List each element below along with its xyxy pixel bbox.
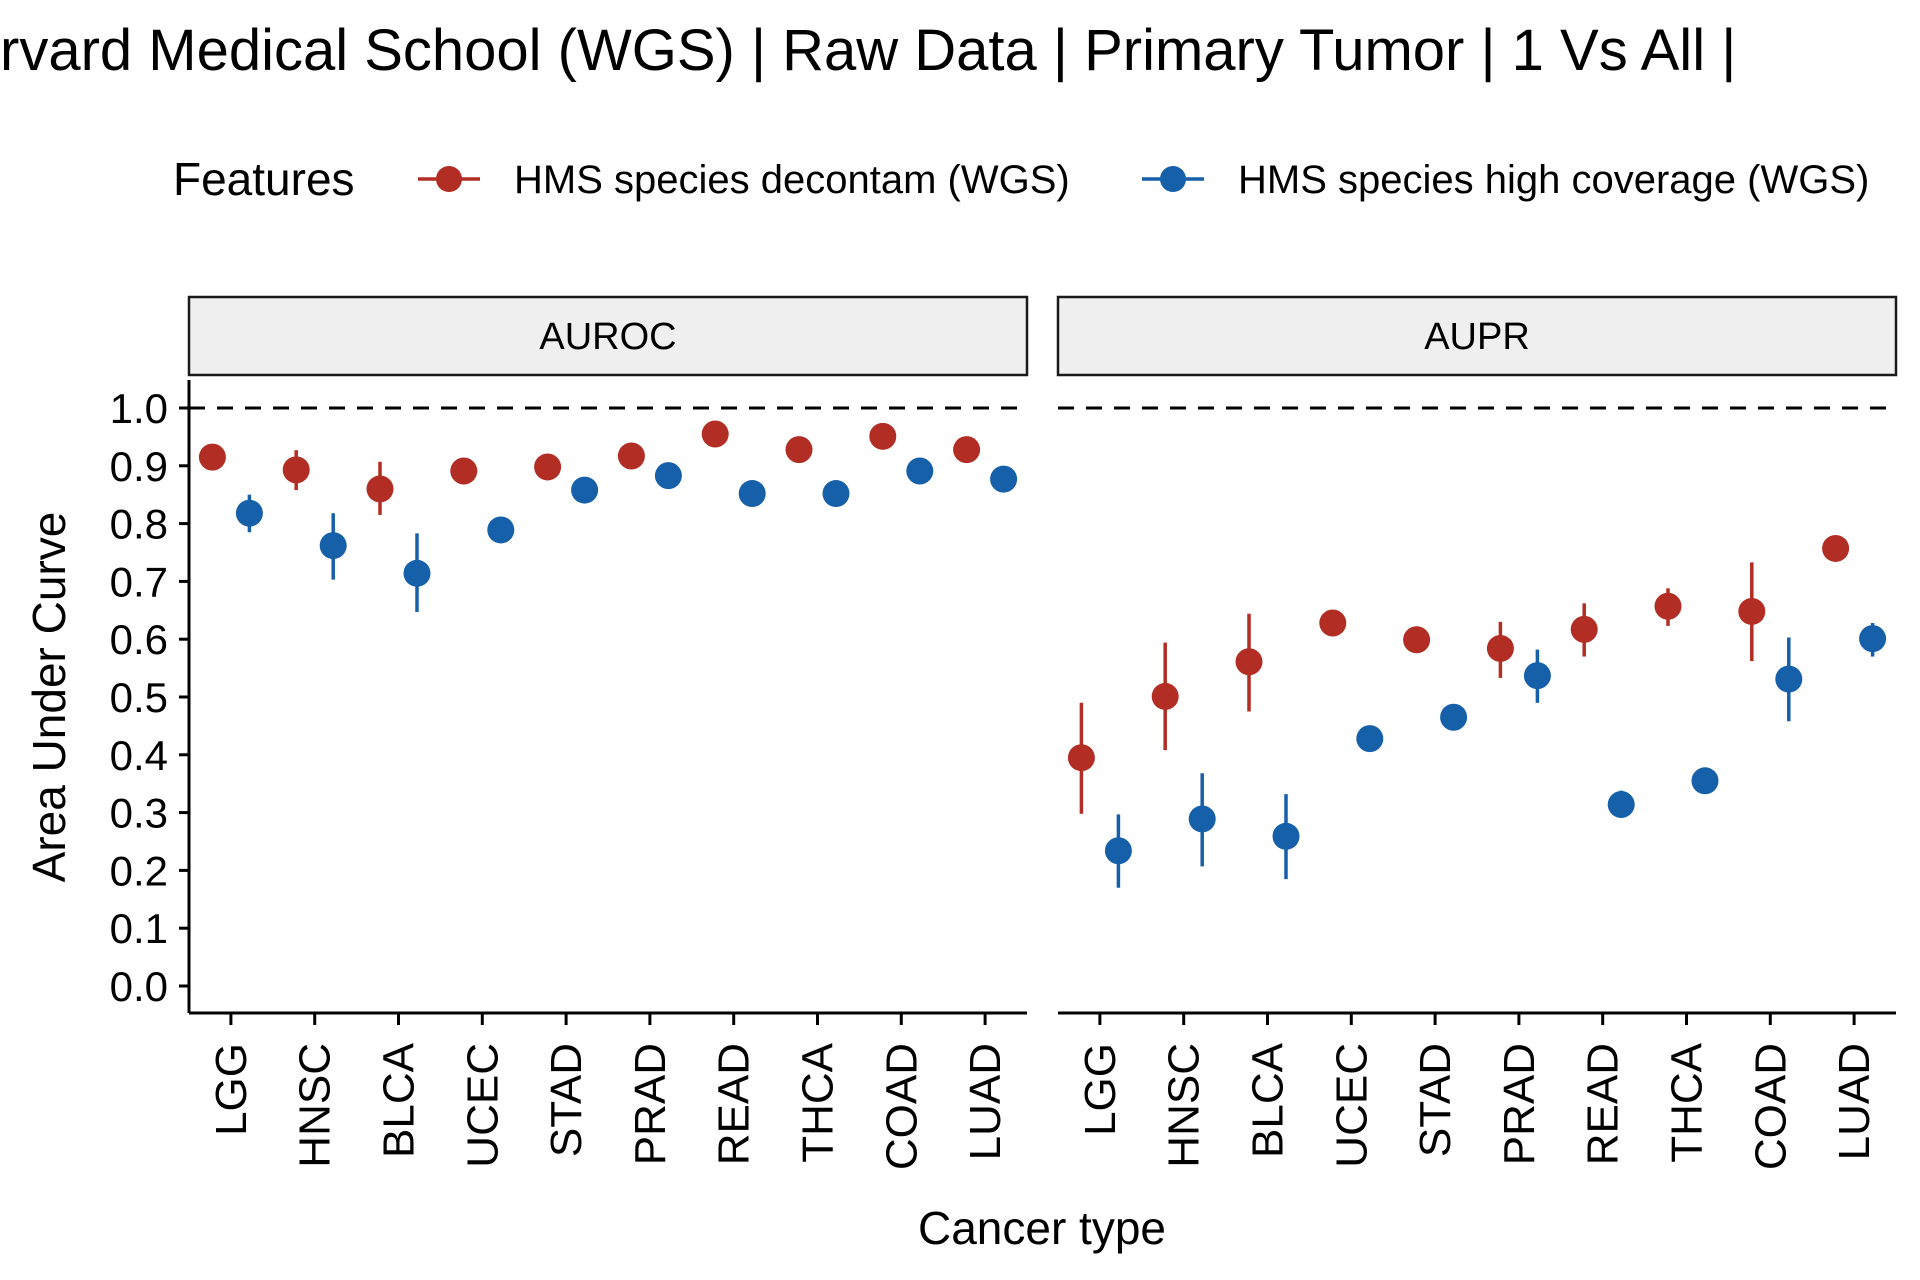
x-tick-label: BLCA bbox=[1244, 1042, 1293, 1158]
strip-aupr-background bbox=[1056, 295, 1898, 377]
legend-title: Features bbox=[173, 153, 355, 205]
data-point bbox=[1067, 744, 1095, 772]
y-tick-label: 0.7 bbox=[110, 558, 168, 605]
data-point bbox=[1486, 634, 1514, 662]
data-point bbox=[534, 453, 562, 481]
x-tick-label: UCEC bbox=[1327, 1043, 1376, 1168]
data-point bbox=[1188, 805, 1216, 833]
y-axis: 0.0 0.1 0.2 0.3 0.4 0.5 0.6 0.7 0.8 0.9 1.0 bbox=[110, 380, 191, 1013]
data-point bbox=[1691, 767, 1719, 795]
legend-key-dot-decontam bbox=[436, 166, 462, 192]
x-tick-label: COAD bbox=[1746, 1043, 1795, 1170]
x-tick-label: READ bbox=[1579, 1043, 1628, 1165]
y-tick-label: 0.5 bbox=[110, 674, 168, 721]
x-tick-label: THCA bbox=[1663, 1042, 1712, 1162]
y-tick-label: 0.3 bbox=[110, 790, 168, 837]
data-point bbox=[1859, 625, 1887, 653]
x-tick-label: COAD bbox=[877, 1043, 926, 1170]
x-tick-label: PRAD bbox=[626, 1043, 675, 1165]
data-point bbox=[450, 457, 478, 485]
panel-aupr: LGG HNSC BLCA UCEC STAD PRAD READ THCA COAD LUAD bbox=[1058, 406, 1896, 1170]
data-point bbox=[1440, 703, 1468, 731]
strip-aupr: AUPR bbox=[1056, 295, 1898, 377]
legend-label-high-coverage: HMS species high coverage (WGS) bbox=[1238, 158, 1869, 202]
x-tick-label: LUAD bbox=[1830, 1043, 1879, 1160]
data-point bbox=[738, 480, 766, 508]
y-tick-label: 0.9 bbox=[110, 443, 168, 490]
data-point bbox=[822, 480, 850, 508]
panels: LGG HNSC BLCA UCEC STAD PRAD READ THCA COAD LUAD L… bbox=[189, 406, 1896, 1170]
data-point bbox=[953, 436, 981, 464]
x-tick-label: LUAD bbox=[961, 1043, 1010, 1160]
legend-entry-decontam: HMS species decontam (WGS) bbox=[418, 158, 1070, 202]
data-point bbox=[1319, 609, 1347, 637]
data-point bbox=[869, 422, 897, 450]
y-tick-label: 1.0 bbox=[110, 385, 168, 432]
x-tick-label: THCA bbox=[794, 1042, 843, 1162]
x-tick-label: UCEC bbox=[458, 1043, 507, 1168]
data-point bbox=[1235, 648, 1263, 676]
data-point bbox=[990, 465, 1018, 493]
strip-auroc: AUROC bbox=[187, 295, 1029, 377]
data-point bbox=[617, 442, 645, 470]
legend-label-decontam: HMS species decontam (WGS) bbox=[514, 158, 1070, 202]
y-tick-label: 0.6 bbox=[110, 616, 168, 663]
data-point bbox=[571, 476, 599, 504]
data-point bbox=[1104, 837, 1132, 865]
data-point bbox=[1607, 791, 1635, 819]
strip-auroc-label: AUROC bbox=[539, 316, 676, 358]
y-tick-label: 0.8 bbox=[110, 501, 168, 548]
x-tick-label: HNSC bbox=[291, 1043, 340, 1168]
data-point bbox=[1570, 615, 1598, 643]
data-point bbox=[701, 420, 729, 448]
y-tick-label: 0.2 bbox=[110, 847, 168, 894]
data-point bbox=[1403, 626, 1431, 654]
data-point bbox=[366, 475, 394, 503]
x-axis-title: Cancer type bbox=[918, 1202, 1166, 1254]
x-tick-label: READ bbox=[710, 1043, 759, 1165]
strip-auroc-background bbox=[187, 295, 1029, 377]
panel-auroc: LGG HNSC BLCA UCEC STAD PRAD READ THCA COAD LUAD bbox=[189, 406, 1027, 1170]
x-tick-label: LGG bbox=[1076, 1043, 1125, 1136]
x-tick-label: PRAD bbox=[1495, 1043, 1544, 1165]
data-point bbox=[1272, 822, 1300, 850]
strip-aupr-label: AUPR bbox=[1424, 316, 1530, 358]
data-point bbox=[1822, 534, 1850, 562]
data-point bbox=[1356, 725, 1384, 753]
legend-entry-high-coverage: HMS species high coverage (WGS) bbox=[1142, 158, 1869, 202]
legend: Features HMS species decontam (WGS) HMS … bbox=[173, 153, 1869, 205]
data-point bbox=[1775, 665, 1803, 693]
data-point bbox=[198, 443, 226, 471]
chart-title: rvard Medical School (WGS) | Raw Data | … bbox=[0, 18, 1736, 83]
y-tick-label: 0.1 bbox=[110, 905, 168, 952]
x-tick-label: HNSC bbox=[1160, 1043, 1209, 1168]
data-point bbox=[319, 532, 347, 560]
data-point bbox=[1523, 662, 1551, 690]
x-tick-label: STAD bbox=[542, 1043, 591, 1157]
data-point bbox=[654, 462, 682, 490]
data-point bbox=[1738, 597, 1766, 625]
x-tick-label: LGG bbox=[207, 1043, 256, 1136]
y-tick-label: 0.0 bbox=[110, 963, 168, 1010]
legend-key-dot-high-coverage bbox=[1160, 166, 1186, 192]
data-point bbox=[282, 456, 310, 484]
x-tick-label: STAD bbox=[1411, 1043, 1460, 1157]
y-axis-title: Area Under Curve bbox=[23, 512, 75, 883]
y-tick-label: 0.4 bbox=[110, 732, 168, 779]
data-point bbox=[403, 559, 431, 587]
data-point bbox=[906, 457, 934, 485]
data-point bbox=[1151, 682, 1179, 710]
data-point bbox=[785, 436, 813, 464]
data-point bbox=[235, 499, 263, 527]
data-point bbox=[1654, 592, 1682, 620]
data-point bbox=[487, 516, 515, 544]
x-tick-label: BLCA bbox=[375, 1042, 424, 1158]
